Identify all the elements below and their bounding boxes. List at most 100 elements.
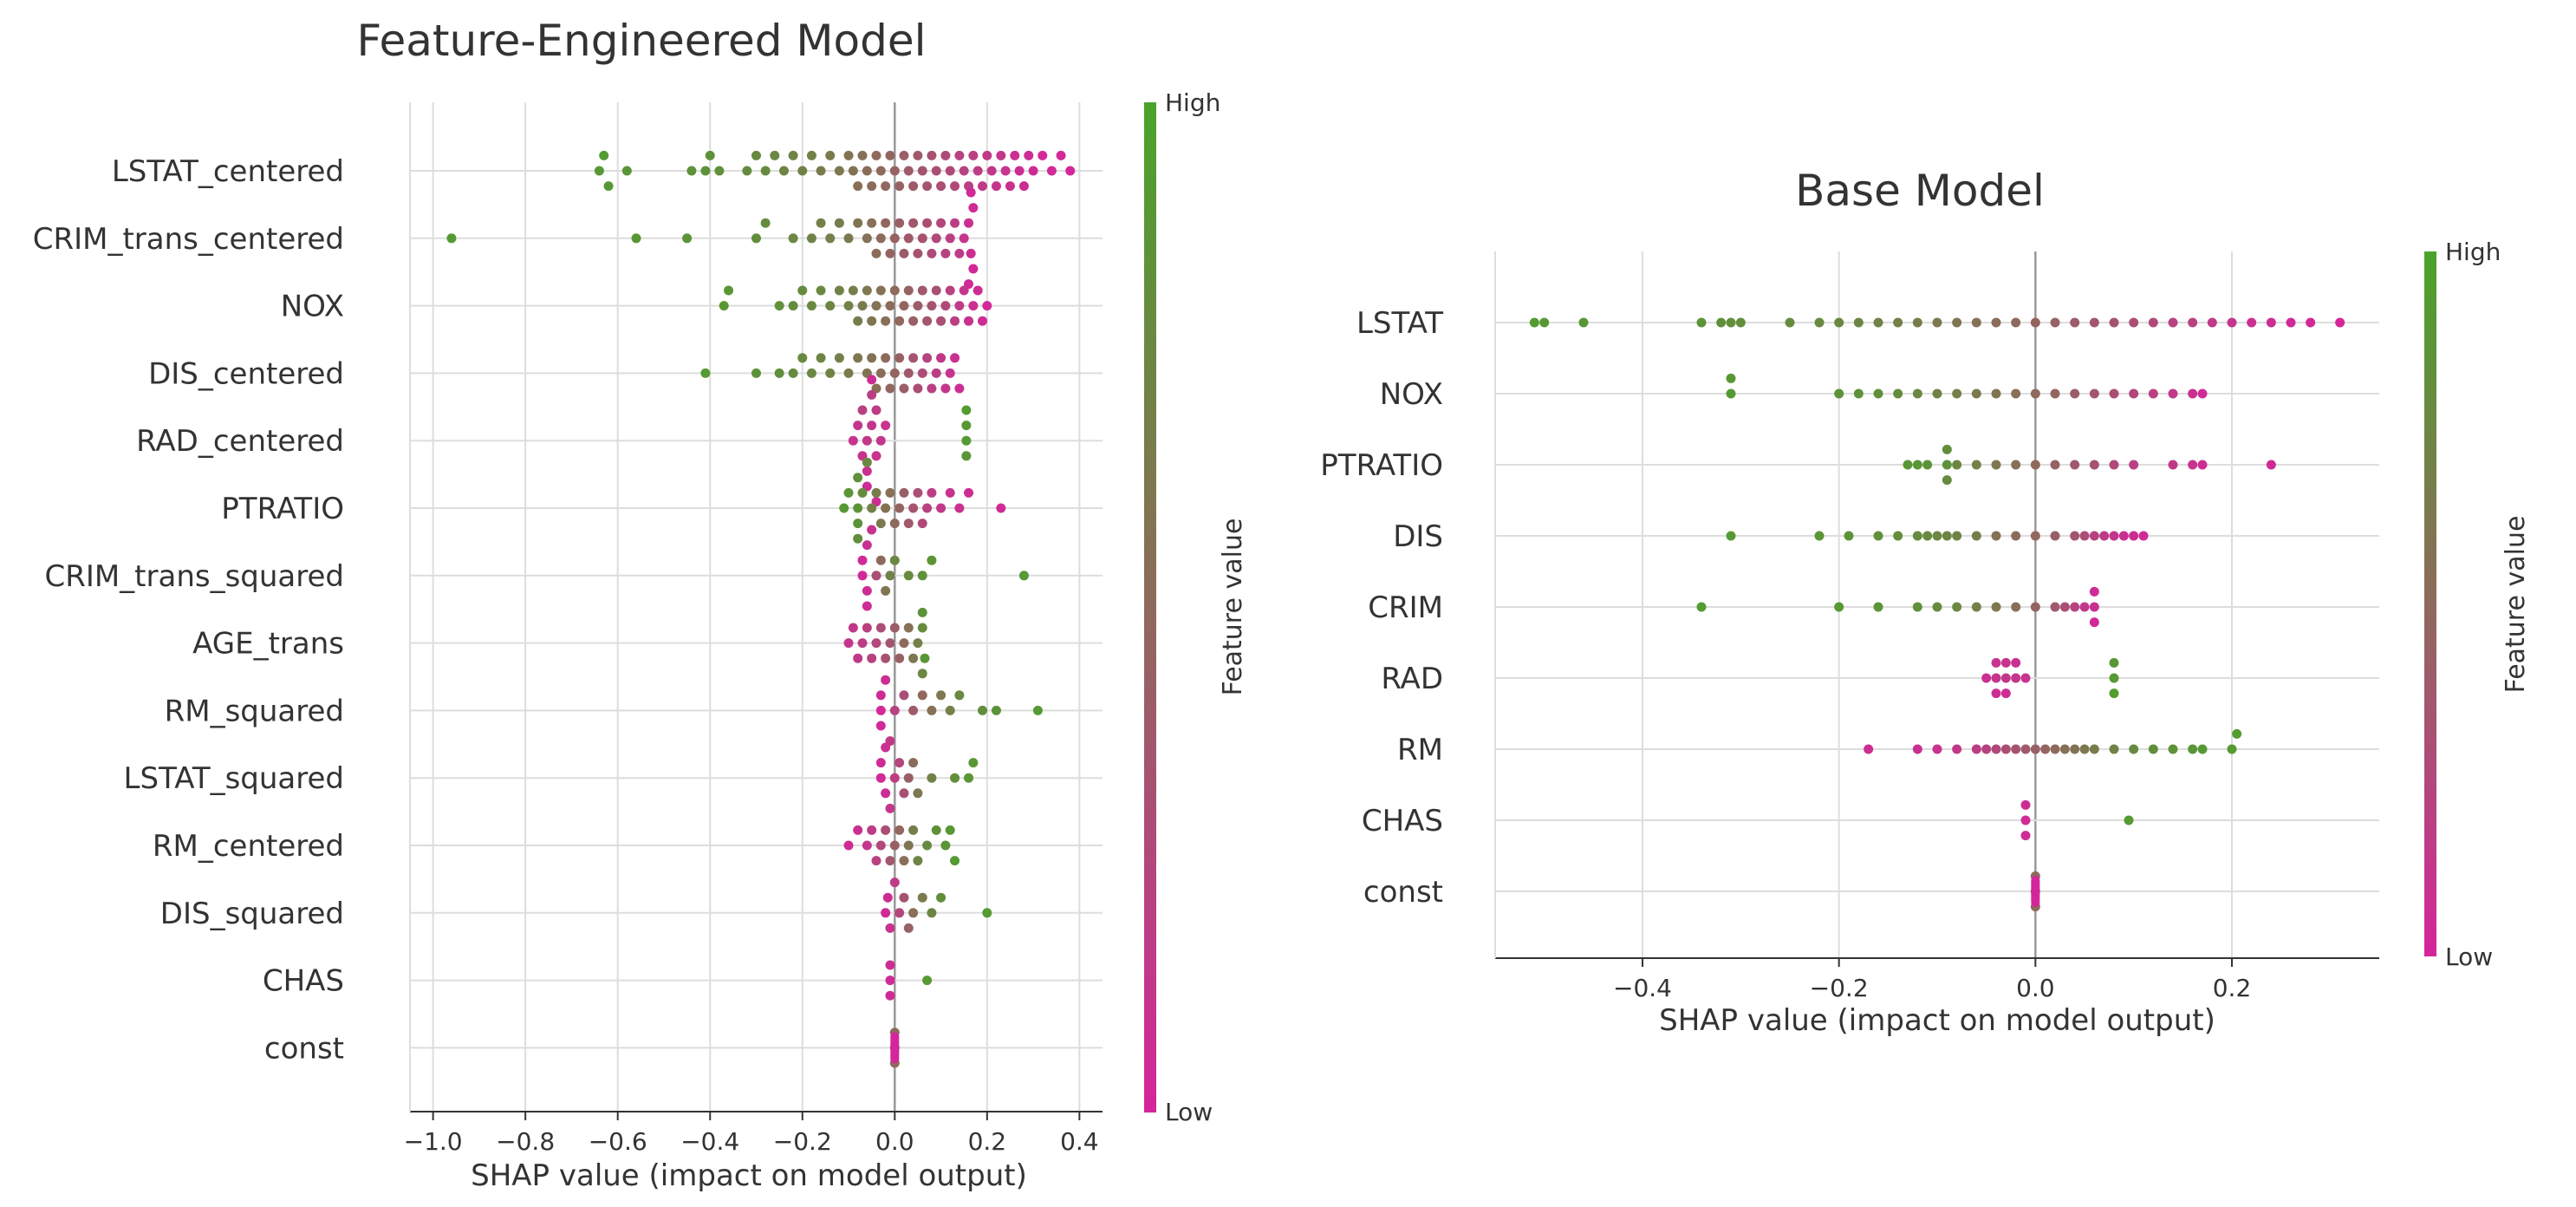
shap-point bbox=[1991, 388, 2001, 399]
shap-point bbox=[922, 975, 933, 986]
feature-label: LSTAT_centered bbox=[112, 154, 344, 189]
shap-point bbox=[917, 368, 927, 378]
shap-point bbox=[2129, 460, 2139, 470]
shap-point bbox=[1032, 705, 1043, 715]
x-axis: −1.0 −0.8 −0.6 −0.4 −0.2 0.0 0.2 0.4 bbox=[404, 102, 1103, 1156]
shap-point bbox=[991, 181, 1001, 192]
shap-point bbox=[917, 892, 927, 903]
shap-point bbox=[867, 389, 877, 400]
shap-point bbox=[959, 285, 969, 296]
shap-point bbox=[1942, 444, 1952, 454]
shap-point bbox=[2030, 317, 2040, 328]
shap-point bbox=[875, 368, 886, 378]
shap-point bbox=[885, 383, 895, 394]
shap-point bbox=[2050, 744, 2060, 754]
shap-point bbox=[899, 892, 909, 903]
shap-point bbox=[719, 301, 729, 311]
shap-point bbox=[2089, 388, 2099, 399]
shap-point bbox=[1014, 166, 1025, 176]
shap-point bbox=[867, 353, 877, 363]
shap-point bbox=[825, 301, 836, 311]
shap-point bbox=[940, 301, 951, 311]
feature-label: CRIM_trans_centered bbox=[33, 222, 344, 257]
x-axis-label: SHAP value (impact on model output) bbox=[471, 1158, 1027, 1193]
shap-point bbox=[899, 248, 909, 258]
shap-point bbox=[899, 856, 909, 866]
shap-point bbox=[806, 301, 816, 311]
shap-point bbox=[922, 503, 933, 513]
shap-point bbox=[843, 233, 854, 244]
shap-point bbox=[940, 150, 951, 160]
shap-point bbox=[899, 690, 909, 701]
shap-point bbox=[931, 166, 941, 176]
shap-point bbox=[903, 840, 914, 851]
shap-point bbox=[1922, 531, 1933, 541]
shap-point bbox=[1903, 460, 1913, 470]
shap-point bbox=[1952, 388, 1962, 399]
shap-point bbox=[903, 368, 914, 378]
chart-feature-engineered: Feature-Engineered Model LSTAT_centered C… bbox=[33, 16, 1248, 1193]
shap-point bbox=[881, 653, 891, 663]
shap-point bbox=[889, 705, 900, 715]
shap-point bbox=[760, 166, 771, 176]
shap-point bbox=[825, 150, 836, 160]
shap-point bbox=[2079, 602, 2090, 612]
shap-point bbox=[936, 181, 946, 192]
shap-point bbox=[2188, 744, 2198, 754]
shap-point bbox=[857, 150, 868, 160]
colorbar: High Low Feature value bbox=[1144, 88, 1248, 1126]
shap-point bbox=[885, 301, 895, 311]
shap-point bbox=[862, 540, 872, 551]
shap-point bbox=[853, 653, 863, 663]
shap-point bbox=[881, 353, 891, 363]
shap-point bbox=[1834, 602, 1844, 612]
shap-point bbox=[875, 705, 886, 715]
shap-point bbox=[913, 856, 923, 866]
shap-point bbox=[2306, 317, 2316, 328]
shap-point bbox=[1981, 673, 1992, 683]
shap-point bbox=[2188, 388, 2198, 399]
shap-point bbox=[853, 316, 863, 326]
shap-point bbox=[2050, 460, 2060, 470]
shap-point bbox=[853, 825, 863, 835]
shap-point bbox=[742, 166, 752, 176]
shap-point bbox=[700, 166, 711, 176]
shap-point bbox=[1952, 460, 1962, 470]
shap-point bbox=[1010, 150, 1020, 160]
shap-point bbox=[788, 368, 798, 378]
shap-point bbox=[816, 353, 826, 363]
x-tick-label: −0.2 bbox=[1810, 974, 1869, 1002]
shap-point bbox=[917, 623, 927, 633]
shap-point bbox=[1932, 317, 1942, 328]
shap-point bbox=[2188, 460, 2198, 470]
shap-point bbox=[1981, 744, 1992, 754]
shap-point bbox=[599, 150, 609, 160]
shap-point bbox=[1814, 317, 1825, 328]
shap-point bbox=[867, 421, 877, 431]
shap-point bbox=[857, 555, 868, 565]
shap-point bbox=[899, 638, 909, 649]
shap-point bbox=[2168, 388, 2178, 399]
shap-point bbox=[2089, 531, 2099, 541]
shap-point bbox=[806, 150, 816, 160]
shap-point bbox=[913, 788, 923, 799]
shap-point bbox=[2079, 531, 2090, 541]
shap-point bbox=[788, 150, 798, 160]
shap-point bbox=[843, 368, 854, 378]
shap-point bbox=[839, 503, 849, 513]
shap-point bbox=[889, 285, 900, 296]
shap-point bbox=[961, 421, 972, 431]
shap-point bbox=[917, 669, 927, 679]
shap-point bbox=[714, 166, 725, 176]
shap-point bbox=[2011, 388, 2021, 399]
shap-point bbox=[966, 248, 976, 258]
shap-point bbox=[899, 383, 909, 394]
shap-point bbox=[894, 353, 905, 363]
shap-point bbox=[2109, 317, 2119, 328]
shap-point bbox=[885, 975, 895, 986]
shap-point bbox=[816, 218, 826, 228]
shap-point bbox=[922, 181, 933, 192]
shap-point bbox=[913, 301, 923, 311]
shap-point bbox=[1912, 460, 1922, 470]
shap-point bbox=[1991, 317, 2001, 328]
